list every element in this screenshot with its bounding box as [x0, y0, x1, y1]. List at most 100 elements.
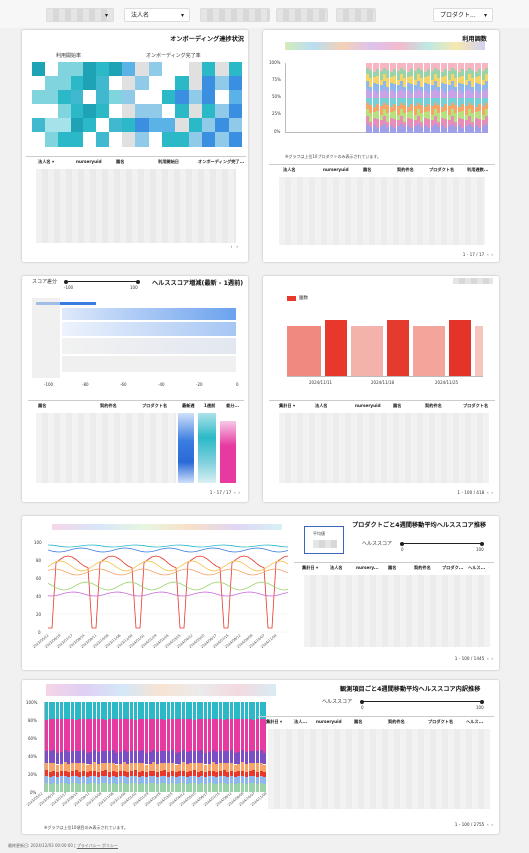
table-header[interactable]: nursery...: [356, 565, 379, 570]
filter-corp-group[interactable]: ▾: [46, 8, 114, 22]
table-header[interactable]: 園名: [393, 403, 402, 408]
breakdown-bar-segment: [226, 751, 230, 763]
breakdown-bar-segment: [82, 783, 85, 792]
usage-bar-segment: [440, 72, 444, 77]
usage-bar-segment: [417, 63, 420, 68]
breakdown-bar-segment: [96, 783, 100, 792]
table-header[interactable]: 利用開始日: [158, 159, 179, 164]
usage-bar-segment: [457, 107, 461, 112]
breakdown-slider[interactable]: [360, 699, 484, 704]
score-diff-slider[interactable]: [64, 279, 140, 284]
usage-bar-segment: [427, 98, 431, 104]
breakdown-bar-segment: [248, 771, 252, 777]
table-header[interactable]: 利用週数...: [467, 167, 489, 172]
table-header[interactable]: 法人名 ▾: [38, 159, 55, 164]
table-header[interactable]: プロダク...: [442, 565, 464, 570]
table-header[interactable]: ヘルス...: [468, 565, 486, 570]
usage-pager[interactable]: 1 - 17 / 17 ‹ ›: [462, 252, 493, 257]
usage-bar-segment: [471, 70, 475, 78]
table-header[interactable]: 契約件名: [414, 565, 431, 570]
usage-bar-segment: [437, 63, 441, 70]
table-header[interactable]: 法人...: [294, 719, 308, 724]
table-header[interactable]: 集計日 ▾: [279, 403, 296, 408]
breakdown-bar-segment: [196, 777, 200, 784]
table-header[interactable]: 法人名: [330, 565, 343, 570]
usage-bar-segment: [376, 128, 380, 133]
table-body-blurred: [304, 575, 490, 647]
table-header[interactable]: 法人名: [315, 403, 328, 408]
slider-handle-max[interactable]: [136, 279, 140, 284]
table-header[interactable]: 最新週: [182, 403, 195, 408]
usage-bar-segment: [451, 89, 454, 98]
filter-contract[interactable]: [276, 8, 328, 22]
usage-bar-segment: [383, 68, 386, 74]
nursery-count-pager[interactable]: 1 - 100 / 418 ‹ ›: [457, 490, 493, 495]
table-header[interactable]: nurseryuid: [76, 159, 102, 164]
product-health-pager[interactable]: 1 - 100 / 1445 ‹ ›: [454, 656, 493, 661]
breakdown-bar-segment: [89, 771, 93, 777]
x-tick: 0: [236, 382, 239, 387]
table-header[interactable]: 集計日 ▾: [302, 565, 319, 570]
breakdown-bar-segment: [152, 776, 156, 784]
usage-bar-segment: [389, 72, 393, 77]
table-header[interactable]: 集計日 ▾: [266, 719, 283, 724]
table-header[interactable]: nurseryuid: [323, 167, 349, 172]
slider-handle-min[interactable]: [360, 699, 364, 704]
breakdown-bar-segment: [218, 776, 222, 784]
x-tick: 2024/11/11: [309, 380, 333, 385]
health-slider[interactable]: [400, 541, 484, 546]
usage-bar-segment: [478, 119, 482, 128]
table-header[interactable]: 契約件名: [100, 403, 117, 408]
usage-bar-segment: [393, 119, 397, 128]
usage-bar-segment: [369, 122, 373, 127]
breakdown-pager[interactable]: 1 - 100 / 2755 ‹ ›: [454, 822, 493, 827]
table-header[interactable]: オンボーディング完了...: [198, 159, 245, 164]
usage-bar-segment: [383, 63, 386, 68]
table-header[interactable]: nurseryuid: [355, 403, 381, 408]
table-header[interactable]: プロダクト名: [463, 403, 489, 408]
gauge-cell: [109, 104, 123, 119]
breakdown-bar-segment: [93, 783, 97, 792]
gauge-cell: [162, 132, 176, 147]
table-header[interactable]: プロダクト名: [428, 719, 454, 724]
score-diff-pager[interactable]: 1 - 17 / 17 ‹ ›: [209, 490, 240, 495]
pager-arrows[interactable]: ‹ ›: [230, 244, 238, 249]
table-header[interactable]: ヘルス...: [466, 719, 484, 724]
breakdown-bar-segment: [226, 702, 230, 719]
breakdown-bar-segment: [252, 720, 256, 751]
table-header[interactable]: 園名: [363, 167, 372, 172]
table-header[interactable]: 1週前: [204, 403, 216, 408]
gauge-cell: [162, 90, 176, 105]
slider-handle-max[interactable]: [480, 699, 484, 704]
table-header[interactable]: nurseryuid: [316, 719, 342, 724]
table-header[interactable]: 法人名: [283, 167, 296, 172]
slider-handle-max[interactable]: [480, 541, 484, 546]
table-header[interactable]: 園名: [38, 403, 47, 408]
breakdown-bar-segment: [126, 763, 130, 772]
filter-date[interactable]: [336, 8, 376, 22]
breakdown-bar-segment: [215, 777, 219, 784]
score-diff-slider-label: スコア差分: [32, 279, 58, 285]
breakdown-bar-segment: [244, 702, 248, 719]
filter-nursery[interactable]: [200, 8, 270, 22]
table-header[interactable]: 差分...: [226, 403, 240, 408]
gauge-cell: [32, 104, 46, 119]
table-header[interactable]: 契約件名: [388, 719, 405, 724]
privacy-policy-link[interactable]: プライバシー ポリシー: [76, 843, 119, 848]
breakdown-bar-segment: [82, 776, 85, 784]
table-header[interactable]: 契約件名: [425, 403, 442, 408]
slider-handle-min[interactable]: [400, 541, 404, 546]
table-header[interactable]: プロダクト名: [142, 403, 168, 408]
table-header[interactable]: プロダクト名: [429, 167, 455, 172]
table-header[interactable]: 園名: [388, 565, 397, 570]
table-header[interactable]: 園名: [354, 719, 363, 724]
breakdown-bar-segment: [193, 720, 196, 751]
table-header[interactable]: 園名: [116, 159, 125, 164]
breakdown-bar-segment: [237, 764, 241, 772]
average-value-box[interactable]: 平均値: [304, 526, 344, 554]
filter-corp-name[interactable]: 法人名 ▾: [124, 8, 190, 22]
slider-handle-min[interactable]: [64, 279, 68, 284]
table-header[interactable]: 契約件名: [397, 167, 414, 172]
filter-product[interactable]: プロダクト... ▾: [433, 8, 493, 22]
breakdown-bar-segment: [170, 702, 174, 720]
